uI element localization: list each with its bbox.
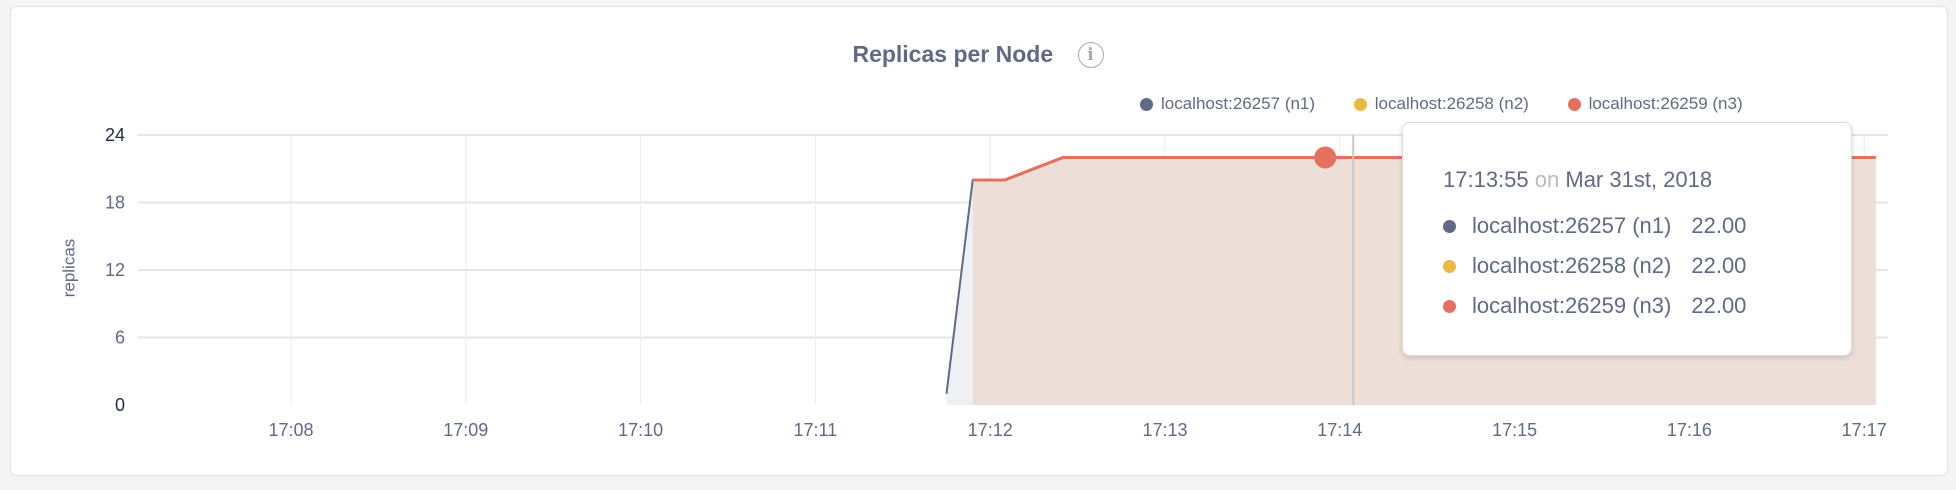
x-tick-label: 17:15 xyxy=(1492,420,1537,440)
tooltip-dot xyxy=(1443,259,1456,273)
y-tick-label: 6 xyxy=(115,328,125,348)
tooltip-label: localhost:26259 (n3) xyxy=(1472,293,1672,318)
x-tick-label: 17:17 xyxy=(1842,420,1887,440)
legend-label: localhost:26257 (n1) xyxy=(1161,94,1316,113)
chart-title-wrap: Replicas per Node i xyxy=(0,40,1956,68)
tooltip-date: Mar 31st, 2018 xyxy=(1565,167,1713,192)
y-tick-label: 12 xyxy=(105,260,125,280)
legend-label: localhost:26259 (n3) xyxy=(1588,94,1743,113)
legend-dot-n3 xyxy=(1567,97,1581,111)
tooltip-on: on xyxy=(1534,167,1560,192)
tooltip-value: 22.00 xyxy=(1691,293,1747,318)
chart-title: Replicas per Node xyxy=(852,41,1054,68)
y-tick-label: 18 xyxy=(105,193,125,213)
tooltip-row-n3: localhost:26259 (n3) 22.00 xyxy=(1443,293,1746,319)
legend-item-n3[interactable]: localhost:26259 (n3) xyxy=(1567,94,1743,114)
legend: localhost:26257 (n1) localhost:26258 (n2… xyxy=(1140,94,1777,116)
x-tick-label: 17:13 xyxy=(1142,420,1187,440)
x-tick-label: 17:16 xyxy=(1667,420,1712,440)
legend-item-n1[interactable]: localhost:26257 (n1) xyxy=(1140,94,1315,114)
x-tick-label: 17:14 xyxy=(1317,420,1362,440)
info-icon[interactable]: i xyxy=(1077,41,1104,68)
y-tick-label: 0 xyxy=(115,395,125,415)
x-tick-label: 17:10 xyxy=(618,420,663,440)
legend-label: localhost:26258 (n2) xyxy=(1374,94,1529,113)
y-tick-label: 24 xyxy=(105,125,125,145)
hover-point xyxy=(1314,146,1337,169)
tooltip-value: 22.00 xyxy=(1691,213,1747,238)
tooltip-time: 17:13:55 xyxy=(1443,167,1529,192)
tooltip-dot xyxy=(1443,299,1456,313)
tooltip-label: localhost:26258 (n2) xyxy=(1472,253,1672,278)
x-tick-label: 17:12 xyxy=(968,420,1013,440)
tooltip-dot xyxy=(1443,219,1456,233)
legend-item-n2[interactable]: localhost:26258 (n2) xyxy=(1353,94,1529,114)
legend-dot-n2 xyxy=(1353,97,1367,111)
tooltip-label: localhost:26257 (n1) xyxy=(1472,213,1672,238)
tooltip-value: 22.00 xyxy=(1691,253,1747,278)
legend-dot-n1 xyxy=(1140,97,1153,111)
tooltip-row-n1: localhost:26257 (n1) 22.00 xyxy=(1443,213,1746,239)
x-tick-label: 17:09 xyxy=(443,420,488,440)
x-tick-label: 17:11 xyxy=(794,420,838,440)
tooltip-header: 17:13:55 on Mar 31st, 2018 xyxy=(1443,167,1712,193)
tooltip-row-n2: localhost:26258 (n2) 22.00 xyxy=(1443,253,1746,279)
x-tick-label: 17:08 xyxy=(268,420,313,440)
hover-tooltip: 17:13:55 on Mar 31st, 2018 localhost:262… xyxy=(1402,122,1852,356)
